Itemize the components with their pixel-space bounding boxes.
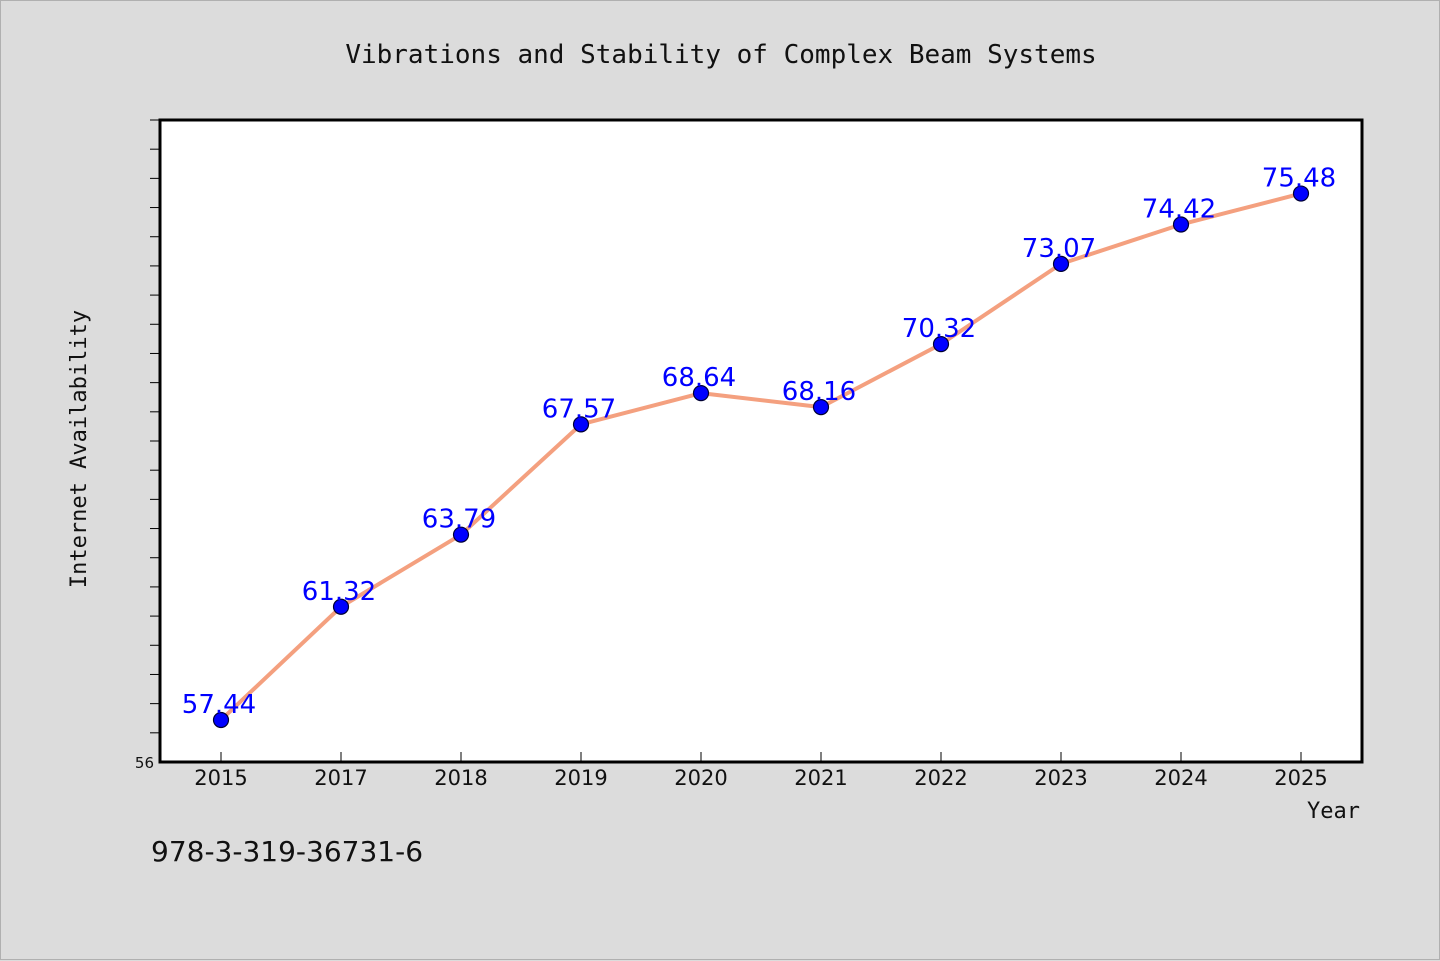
chart-title: Vibrations and Stability of Complex Beam… — [345, 40, 1096, 70]
data-point — [452, 526, 470, 543]
x-tick-label: 2022 — [914, 766, 967, 790]
y-tick-label: 56 — [135, 754, 154, 772]
data-point — [1052, 255, 1070, 272]
data-point — [1172, 216, 1190, 233]
data-label: 68.64 — [662, 363, 736, 393]
data-point — [692, 385, 710, 402]
x-tick-label: 2015 — [194, 766, 247, 790]
data-label: 63.79 — [422, 505, 496, 535]
series-markers — [212, 185, 1310, 729]
x-axis-label: Year — [1307, 799, 1360, 824]
data-point — [812, 399, 830, 416]
data-label: 61.32 — [302, 577, 376, 607]
x-tick-label: 2025 — [1274, 766, 1327, 790]
data-point — [212, 711, 230, 729]
data-point — [572, 416, 590, 433]
x-tick-label: 2018 — [434, 766, 487, 790]
y-axis-label: Internet Availability — [67, 310, 92, 588]
x-tick-label: 2024 — [1154, 766, 1207, 790]
data-label: 67.57 — [542, 394, 616, 424]
isbn-text: 978-3-319-36731-6 — [151, 835, 424, 868]
x-tick-label: 2019 — [554, 766, 607, 790]
data-point — [332, 598, 350, 615]
data-label: 74.42 — [1142, 194, 1216, 224]
data-label: 68.16 — [782, 377, 856, 407]
plot-area — [158, 118, 1364, 764]
x-tick-label: 2021 — [794, 766, 847, 790]
series-line — [219, 191, 1302, 722]
data-label: 73.07 — [1022, 234, 1096, 264]
data-labels: 57.44 61.32 63.79 67.57 68.64 68.16 70.32 73.07… — [182, 164, 1336, 720]
data-point — [1292, 185, 1310, 202]
data-label: 70.32 — [902, 314, 976, 344]
x-tick-label: 2020 — [674, 766, 727, 790]
x-axis-ticks: 2015 2017 2018 2019 2020 2021 2022 2023 2024 2025 — [194, 752, 1328, 790]
x-tick-label: 2017 — [314, 766, 367, 790]
y-axis-ticks: 56 — [135, 119, 160, 772]
x-tick-label: 2023 — [1034, 766, 1087, 790]
data-label: 57.44 — [182, 690, 256, 720]
data-point — [932, 336, 950, 353]
data-label: 75.48 — [1262, 164, 1336, 194]
